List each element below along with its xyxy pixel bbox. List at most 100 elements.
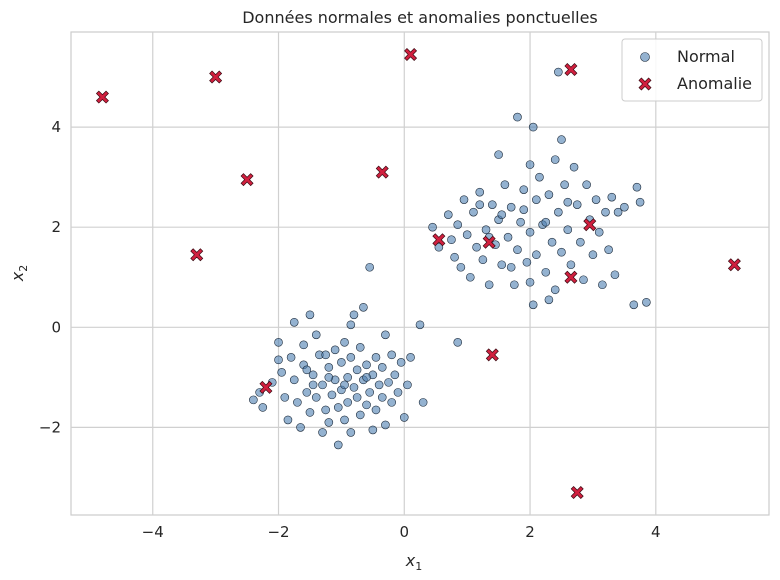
data-point-normal (324, 373, 334, 382)
data-point-normal (566, 260, 576, 270)
data-point-normal (525, 160, 535, 169)
data-point-normal (286, 353, 296, 362)
data-point-normal (544, 190, 554, 199)
data-point-normal (321, 405, 330, 415)
data-point-normal (280, 393, 290, 402)
data-point-normal (330, 345, 340, 355)
data-point-normal (642, 297, 651, 307)
data-point-normal (337, 358, 346, 367)
data-point-normal (340, 380, 349, 390)
data-point-normal (494, 150, 503, 159)
data-point-normal (283, 415, 293, 425)
data-point-normal (497, 210, 507, 219)
x-axis-label-main: x (405, 551, 416, 570)
data-point-normal (274, 355, 283, 365)
data-point-normal (554, 207, 563, 217)
data-point-normal (557, 247, 566, 257)
data-point-normal (406, 353, 415, 362)
data-point-normal (381, 330, 390, 340)
data-point-normal (343, 373, 352, 382)
data-point-normal (381, 420, 390, 430)
y-tick-label: −2 (39, 418, 61, 436)
legend-marker-anomaly (638, 77, 652, 91)
data-point-anomaly (485, 348, 499, 362)
data-point-normal (588, 250, 598, 260)
data-point-anomaly (95, 90, 109, 104)
data-point-normal (541, 217, 551, 227)
data-point-normal (368, 425, 378, 435)
data-point-normal (532, 195, 541, 204)
data-point-normal (604, 245, 613, 255)
data-point-normal (503, 232, 513, 242)
data-point-normal (513, 245, 522, 255)
data-point-normal (302, 365, 312, 375)
data-point-normal (396, 358, 406, 367)
legend-box (621, 38, 763, 102)
data-point-normal (453, 338, 463, 347)
data-point-normal (365, 388, 374, 397)
data-point-normal (635, 197, 645, 207)
data-point-normal (632, 182, 642, 192)
data-point-normal (346, 428, 356, 437)
data-point-normal (481, 225, 491, 235)
data-point-normal (428, 222, 437, 232)
data-point-normal (579, 275, 588, 285)
data-point-anomaly (375, 165, 389, 179)
data-point-normal (601, 207, 610, 217)
data-point-normal (447, 235, 456, 245)
data-point-normal (352, 365, 362, 375)
data-point-normal (594, 227, 604, 237)
data-point-normal (274, 338, 283, 347)
data-point-normal (387, 350, 397, 360)
data-point-normal (528, 122, 538, 132)
data-point-normal (535, 172, 544, 182)
data-point-normal (466, 272, 475, 282)
x-tick-label: 0 (400, 523, 410, 541)
data-point-normal (355, 410, 365, 420)
data-point-normal (497, 260, 507, 270)
data-point-normal (544, 295, 554, 305)
y-axis-label: x2 (8, 265, 30, 282)
data-point-anomaly (259, 380, 273, 394)
data-point-normal (371, 353, 381, 362)
data-point-normal (563, 225, 573, 235)
data-point-normal (510, 280, 519, 290)
data-point-normal (456, 262, 466, 272)
data-point-normal (525, 227, 535, 237)
data-point-normal (352, 393, 362, 402)
data-point-normal (311, 330, 321, 340)
data-point-normal (629, 300, 639, 310)
data-point-normal (469, 207, 478, 217)
x-tick-label: −2 (267, 523, 289, 541)
data-point-normal (362, 373, 371, 382)
y-tick-labels: −2 0 2 4 (39, 118, 61, 436)
data-point-normal (371, 405, 381, 415)
anomaly-series (95, 48, 741, 499)
data-point-anomaly (190, 248, 204, 262)
data-point-anomaly (209, 70, 223, 84)
data-point-anomaly (564, 270, 578, 284)
data-point-normal (598, 280, 607, 290)
data-point-normal (572, 200, 582, 209)
data-point-normal (324, 418, 334, 427)
data-point-anomaly (482, 235, 496, 249)
data-point-normal (453, 220, 463, 229)
data-point-anomaly (432, 233, 446, 247)
data-point-normal (513, 112, 522, 122)
y-tick-label: 0 (51, 318, 61, 336)
legend-label-anomaly: Anomalie (677, 74, 752, 93)
data-point-anomaly (570, 485, 584, 499)
data-point-normal (305, 310, 315, 320)
data-point-normal (541, 267, 551, 277)
data-point-normal (289, 318, 299, 327)
data-point-normal (302, 388, 312, 397)
data-point-normal (377, 363, 387, 372)
data-point-normal (550, 155, 560, 164)
data-point-normal (387, 398, 397, 407)
data-point-normal (522, 257, 532, 267)
data-point-normal (563, 197, 573, 207)
data-point-normal (289, 375, 299, 385)
data-point-normal (582, 180, 591, 189)
data-point-normal (500, 180, 510, 189)
x-axis-label: x1 (405, 551, 422, 573)
